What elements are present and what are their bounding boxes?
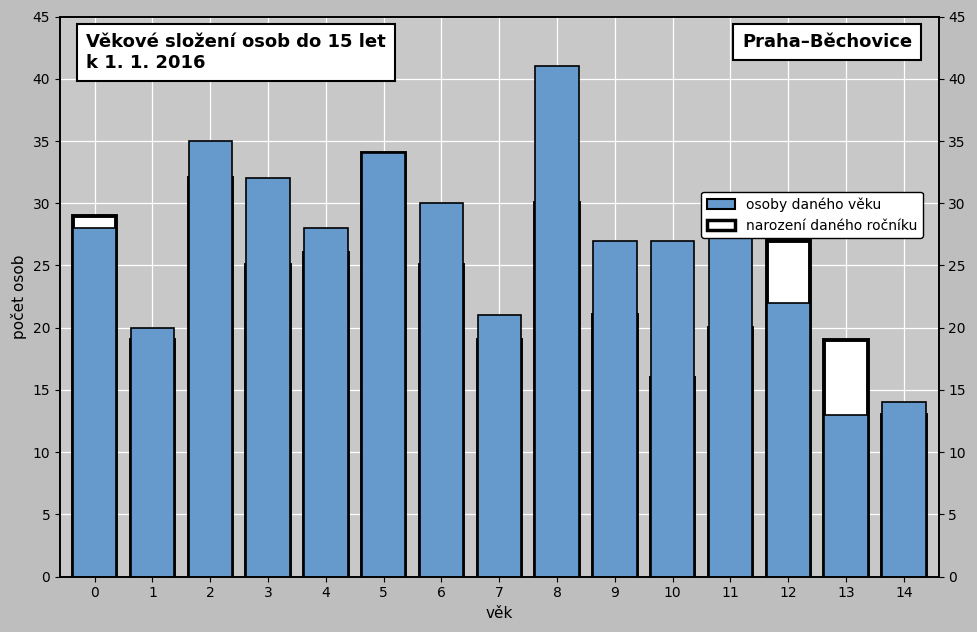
Bar xyxy=(478,340,521,576)
Bar xyxy=(304,228,348,576)
Bar xyxy=(767,241,810,576)
Bar xyxy=(882,403,925,576)
Bar xyxy=(535,204,578,576)
Text: Praha–Běchovice: Praha–Běchovice xyxy=(743,33,913,51)
Bar xyxy=(73,216,116,576)
Bar xyxy=(535,66,578,576)
Bar xyxy=(420,204,463,576)
Bar xyxy=(478,315,521,576)
Bar xyxy=(882,415,925,576)
Bar xyxy=(73,228,116,576)
Text: Věkové složení osob do 15 let
k 1. 1. 2016: Věkové složení osob do 15 let k 1. 1. 20… xyxy=(86,33,386,72)
Bar xyxy=(246,265,290,576)
Bar xyxy=(246,178,290,576)
Bar xyxy=(131,328,174,576)
Bar xyxy=(131,340,174,576)
Bar xyxy=(189,141,232,576)
Bar xyxy=(708,228,752,576)
Bar xyxy=(362,154,405,576)
Bar xyxy=(825,340,868,576)
Bar xyxy=(651,377,695,576)
Bar xyxy=(189,178,232,576)
Bar xyxy=(304,253,348,576)
Bar xyxy=(651,241,695,576)
Bar xyxy=(362,154,405,576)
X-axis label: věk: věk xyxy=(486,606,513,621)
Bar xyxy=(825,415,868,576)
Legend: osoby daného věku, narození daného ročníku: osoby daného věku, narození daného roční… xyxy=(701,191,923,238)
Bar xyxy=(767,303,810,576)
Bar xyxy=(420,265,463,576)
Bar xyxy=(593,241,637,576)
Y-axis label: počet osob: počet osob xyxy=(11,254,27,339)
Bar xyxy=(708,328,752,576)
Bar xyxy=(593,315,637,576)
